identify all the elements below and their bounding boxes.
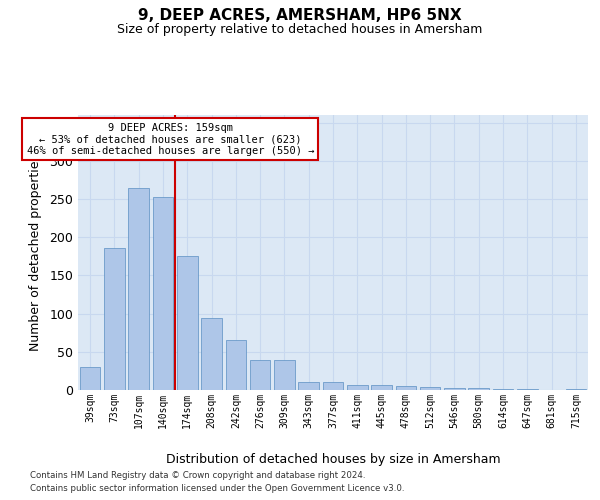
Text: 9, DEEP ACRES, AMERSHAM, HP6 5NX: 9, DEEP ACRES, AMERSHAM, HP6 5NX bbox=[138, 8, 462, 22]
Bar bbox=[177, 256, 197, 390]
Bar bbox=[323, 382, 343, 390]
Bar bbox=[566, 389, 586, 390]
Text: Size of property relative to detached houses in Amersham: Size of property relative to detached ho… bbox=[118, 22, 482, 36]
Bar bbox=[371, 386, 392, 390]
Bar bbox=[347, 384, 368, 390]
Text: 9 DEEP ACRES: 159sqm
← 53% of detached houses are smaller (623)
46% of semi-deta: 9 DEEP ACRES: 159sqm ← 53% of detached h… bbox=[26, 122, 314, 156]
Bar bbox=[517, 389, 538, 390]
Bar bbox=[444, 388, 465, 390]
Bar bbox=[80, 367, 100, 390]
Bar bbox=[274, 360, 295, 390]
Bar bbox=[250, 360, 271, 390]
Bar bbox=[420, 387, 440, 390]
Bar bbox=[104, 248, 125, 390]
Y-axis label: Number of detached properties: Number of detached properties bbox=[29, 154, 43, 351]
Text: Distribution of detached houses by size in Amersham: Distribution of detached houses by size … bbox=[166, 452, 500, 466]
Bar bbox=[469, 388, 489, 390]
Bar bbox=[201, 318, 222, 390]
Bar bbox=[395, 386, 416, 390]
Bar bbox=[226, 340, 246, 390]
Bar bbox=[152, 198, 173, 390]
Bar bbox=[298, 382, 319, 390]
Bar bbox=[128, 188, 149, 390]
Text: Contains public sector information licensed under the Open Government Licence v3: Contains public sector information licen… bbox=[30, 484, 404, 493]
Bar bbox=[493, 389, 514, 390]
Text: Contains HM Land Registry data © Crown copyright and database right 2024.: Contains HM Land Registry data © Crown c… bbox=[30, 470, 365, 480]
